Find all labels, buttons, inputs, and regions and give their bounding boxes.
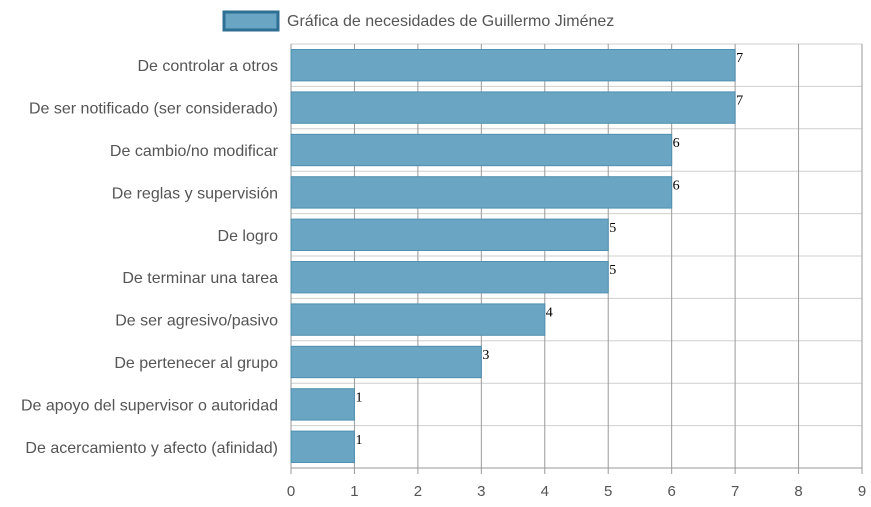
category-label: De ser agresivo/pasivo <box>115 313 278 330</box>
data-label: 7 <box>736 94 743 109</box>
category-label: De reglas y supervisión <box>112 185 278 202</box>
data-label: 3 <box>482 348 489 363</box>
data-label: 4 <box>546 306 553 321</box>
data-label: 1 <box>355 390 362 405</box>
bar <box>290 218 609 251</box>
data-label: 7 <box>736 51 743 66</box>
bar <box>290 91 736 124</box>
category-label: De apoyo del supervisor o autoridad <box>21 397 278 414</box>
bar <box>290 345 482 379</box>
x-tick-label: 6 <box>667 483 675 500</box>
x-tick-label: 0 <box>287 483 295 500</box>
x-tick-label: 1 <box>350 483 358 500</box>
data-label: 6 <box>673 136 680 151</box>
bar <box>290 176 673 209</box>
x-tick-label: 7 <box>731 483 739 500</box>
x-axis: 0 1 2 3 4 5 6 7 8 9 <box>287 467 866 500</box>
x-tick-label: 4 <box>541 483 549 500</box>
legend-label: Gráfica de necesidades de Guillermo Jimé… <box>287 13 614 30</box>
category-label: De logro <box>218 228 279 245</box>
category-label: De pertenecer al grupo <box>114 355 278 372</box>
category-labels: De controlar a otros De ser notificado (s… <box>21 58 279 457</box>
bar <box>290 133 673 167</box>
category-label: De cambio/no modificar <box>110 143 279 160</box>
category-label: De acercamiento y afecto (afinidad) <box>25 440 278 457</box>
data-labels: 7 7 6 6 5 5 4 3 1 1 <box>355 51 743 448</box>
bar <box>290 261 609 294</box>
category-label: De ser notificado (ser considerado) <box>29 101 278 118</box>
data-label: 5 <box>609 263 616 278</box>
legend-swatch <box>222 10 280 32</box>
data-label: 6 <box>673 178 680 193</box>
x-tick-label: 2 <box>414 483 422 500</box>
x-tick-label: 3 <box>477 483 485 500</box>
data-label: 5 <box>609 221 616 236</box>
category-label: De terminar una tarea <box>122 270 278 287</box>
category-label: De controlar a otros <box>137 58 278 75</box>
x-tick-label: 5 <box>604 483 612 500</box>
bar <box>290 430 355 463</box>
bars <box>290 49 736 463</box>
bar <box>290 388 355 421</box>
legend: Gráfica de necesidades de Guillermo Jimé… <box>222 10 614 32</box>
bar <box>290 303 546 336</box>
x-tick-label: 9 <box>858 483 866 500</box>
x-tick-label: 8 <box>794 483 802 500</box>
bar <box>290 49 736 82</box>
data-label: 1 <box>355 433 362 448</box>
